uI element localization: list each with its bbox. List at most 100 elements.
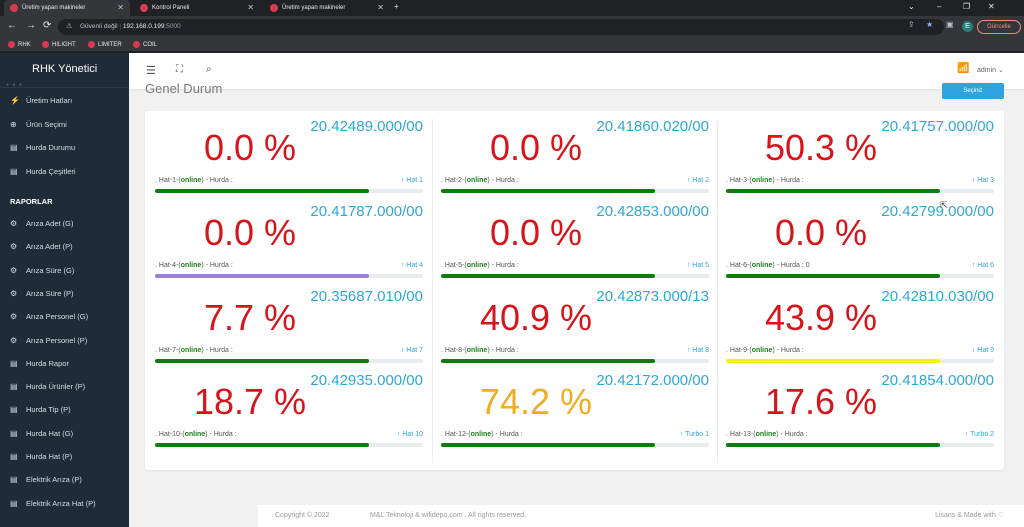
side-panel-icon[interactable]: ▣ xyxy=(946,20,954,29)
line-link[interactable]: ↑ Hat 9 xyxy=(971,347,994,354)
bookmark-coil[interactable]: COIL xyxy=(131,38,157,52)
share-icon[interactable]: ⇪ xyxy=(908,20,915,29)
bookmark-rhk[interactable]: RHK xyxy=(6,38,31,52)
sidebar-report-item-13[interactable]: ▤ Elektrik Arıza Hat (P) xyxy=(0,494,129,514)
line-panel: 0.0 % 20.42489.000/00 . Hat-1-(online) - H… xyxy=(145,115,431,200)
user-menu[interactable]: admin ⌄ xyxy=(977,67,1004,74)
target-icon: ⊕ xyxy=(10,119,17,129)
line-link[interactable]: ↑ Hat 5 xyxy=(686,262,709,269)
reload-icon[interactable]: ⟳ xyxy=(43,20,52,31)
progress-bar xyxy=(155,443,423,447)
sidebar-report-item-1[interactable]: ⚙ Arıza Adet (G) xyxy=(0,214,129,234)
line-link[interactable]: ↑ Hat 3 xyxy=(971,177,994,184)
database-icon: ▤ xyxy=(10,428,18,438)
database-icon: ▤ xyxy=(10,143,18,152)
line-link[interactable]: ↑ Hat 6 xyxy=(971,262,994,269)
product-code: 20.41787.000/00 xyxy=(310,203,423,220)
line-label: . Hat-5-(online) - Hurda : xyxy=(441,262,519,269)
line-link[interactable]: ↑ Hat 1 xyxy=(400,177,423,184)
progress-fill xyxy=(155,274,370,278)
close-icon[interactable]: ✕ xyxy=(117,3,124,12)
bookmark-star-icon[interactable]: ★ xyxy=(926,20,934,29)
bookmark-limiter[interactable]: LIMITER xyxy=(86,38,122,52)
line-label: . Hat-9-(online) - Hurda : xyxy=(726,347,804,354)
new-tab-icon[interactable]: + xyxy=(394,2,399,11)
update-button[interactable]: Güncelle xyxy=(977,20,1021,34)
close-icon[interactable]: ✕ xyxy=(247,3,254,12)
address-bar[interactable]: ⚠ Güvenli değil | 192.168.0.199:5000 xyxy=(58,19,944,35)
scrap-percentage: 74.2 % xyxy=(479,381,593,422)
line-link[interactable]: ↑ Hat 7 xyxy=(400,347,423,354)
product-code: 20.41757.000/00 xyxy=(881,118,994,135)
sidebar-item-1[interactable]: ⚡ Üretim Hatları xyxy=(0,91,129,111)
online-status: online xyxy=(180,177,202,184)
product-code: 20.42489.000/00 xyxy=(310,118,423,135)
product-code: 20.41854.000/00 xyxy=(881,372,994,389)
progress-fill xyxy=(726,359,941,363)
progress-bar xyxy=(155,274,423,278)
scrap-percentage: 50.3 % xyxy=(764,127,878,168)
sidebar-report-item-11[interactable]: ▤ Hurda Hat (P) xyxy=(0,447,129,467)
sidebar-report-item-3[interactable]: ⚙ Arıza Süre (G) xyxy=(0,261,129,281)
line-link[interactable]: ↑ Hat 4 xyxy=(400,262,423,269)
line-label: . Hat-6-(online) - Hurda : 0 xyxy=(726,262,810,269)
online-status: online xyxy=(751,177,773,184)
select-button[interactable]: Seçiniz xyxy=(942,83,1004,99)
gear-icon: ⚙ xyxy=(10,312,18,322)
scrap-percentage: 17.6 % xyxy=(764,381,878,422)
progress-bar xyxy=(155,189,423,193)
close-icon[interactable]: ✕ xyxy=(377,3,384,12)
sidebar-report-item-10[interactable]: ▤ Hurda Hat (G) xyxy=(0,424,129,444)
sidebar-report-item-4[interactable]: ⚙ Arıza Süre (P) xyxy=(0,284,129,304)
database-icon: ▤ xyxy=(10,405,18,415)
arrow-up-icon: ↑ xyxy=(686,347,691,354)
hamburger-menu-icon[interactable]: ☰ xyxy=(146,65,156,77)
sidebar-report-item-9[interactable]: ▤ Hurda Tip (P) xyxy=(0,400,129,420)
line-label: . Hat-8-(online) - Hurda : xyxy=(441,347,519,354)
sidebar-report-item-8[interactable]: ▤ Hurda Ürünler (P) xyxy=(0,377,129,397)
warning-icon[interactable]: ⚠ xyxy=(66,23,73,30)
progress-bar xyxy=(441,189,709,193)
brand[interactable]: ● ● ● RHK Yönetici xyxy=(0,53,129,88)
bookmark-hilight[interactable]: HILIGHT xyxy=(40,38,76,52)
url-host: 192.168.0.199 xyxy=(122,23,165,30)
gear-icon: ⚙ xyxy=(10,242,18,252)
sidebar-report-item-2[interactable]: ⚙ Arıza Adet (P) xyxy=(0,237,129,257)
sidebar-report-item-5[interactable]: ⚙ Arıza Personel (G) xyxy=(0,307,129,327)
restore-icon[interactable]: ❐ xyxy=(963,2,971,11)
sidebar-item-3[interactable]: ▤ Hurda Durumu xyxy=(0,138,129,158)
line-label: . Hat-1-(online) - Hurda : xyxy=(155,177,233,184)
profile-avatar[interactable]: E xyxy=(962,21,973,32)
forward-icon[interactable]: → xyxy=(26,20,36,31)
sidebar-report-item-6[interactable]: ⚙ Arıza Personel (P) xyxy=(0,331,129,351)
fullscreen-icon[interactable]: ⛶ xyxy=(176,64,183,75)
product-code: 20.42799.000/00 xyxy=(881,203,994,220)
progress-bar xyxy=(155,359,423,363)
sidebar-report-item-12[interactable]: ▤ Elektrik Arıza (P) xyxy=(0,470,129,490)
line-link[interactable]: ↑ Hat 2 xyxy=(686,177,709,184)
sidebar-report-item-7[interactable]: ▤ Hurda Rapor xyxy=(0,354,129,374)
line-link[interactable]: ↑ Turbo 2 xyxy=(964,431,994,438)
sidebar-item-2[interactable]: ⊕ Ürün Seçimi xyxy=(0,115,129,135)
database-icon: ▤ xyxy=(10,498,18,508)
browser-tab-3[interactable]: Üretim yapan makineler ✕ xyxy=(264,0,390,16)
site-favicon-icon xyxy=(270,4,278,12)
browser-tab-2[interactable]: Kontrol Paneli ✕ xyxy=(134,0,260,16)
footer-copyright: Copyright © 2022 xyxy=(275,512,330,519)
footer-license: Lisans & Made with ♡ xyxy=(935,512,1004,519)
sidebar-item-4[interactable]: ▤ Hurda Çeşitleri xyxy=(0,162,129,182)
line-link[interactable]: ↑ Turbo 1 xyxy=(679,431,709,438)
browser-tab-1[interactable]: Üretim yapan makineler ✕ xyxy=(4,0,130,16)
line-link[interactable]: ↑ Hat 10 xyxy=(396,431,423,438)
back-icon[interactable]: ← xyxy=(7,20,17,31)
search-icon[interactable]: ⌕ xyxy=(206,64,212,75)
line-panel: 18.7 % 20.42935.000/00 . Hat-10-(online) -… xyxy=(145,369,431,454)
tab-search-icon[interactable]: ⌄ xyxy=(908,2,915,11)
minimize-icon[interactable]: – xyxy=(937,2,942,11)
product-code: 20.35687.010/00 xyxy=(310,288,423,305)
close-window-icon[interactable]: ✕ xyxy=(988,2,995,11)
database-icon: ▤ xyxy=(10,166,18,176)
line-link[interactable]: ↑ Hat 8 xyxy=(686,347,709,354)
line-panel: 50.3 % 20.41757.000/00 . Hat-3-(online) - … xyxy=(716,115,1002,200)
arrow-up-icon: ↑ xyxy=(679,431,684,438)
